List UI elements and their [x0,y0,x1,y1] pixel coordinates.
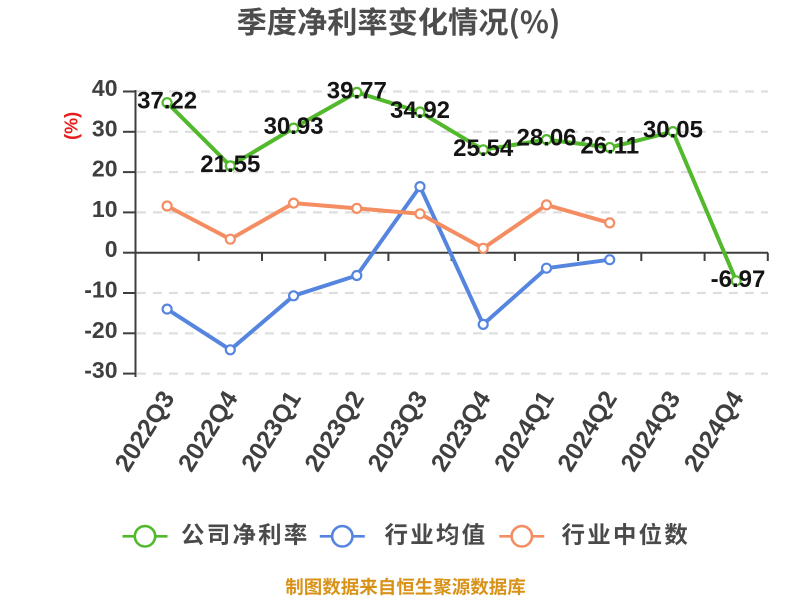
svg-text:30: 30 [92,115,118,141]
svg-text:0: 0 [105,236,118,262]
svg-text:37.22: 37.22 [137,88,197,115]
svg-text:25.54: 25.54 [453,135,514,162]
svg-text:39.77: 39.77 [327,77,387,104]
svg-text:34.92: 34.92 [390,97,450,124]
svg-text:30.93: 30.93 [264,113,324,140]
svg-text:26.11: 26.11 [580,133,639,160]
svg-text:-10: -10 [84,277,117,303]
svg-text:21.55: 21.55 [200,151,260,178]
svg-text:20: 20 [92,156,118,182]
svg-text:10: 10 [92,196,118,222]
svg-text:-6.97: -6.97 [711,266,766,293]
svg-text:40: 40 [92,75,118,101]
svg-text:-20: -20 [84,317,117,343]
svg-text:28.06: 28.06 [516,125,576,152]
svg-text:(%): (%) [62,112,82,140]
svg-text:30.05: 30.05 [643,117,703,144]
svg-text:-30: -30 [84,357,117,383]
